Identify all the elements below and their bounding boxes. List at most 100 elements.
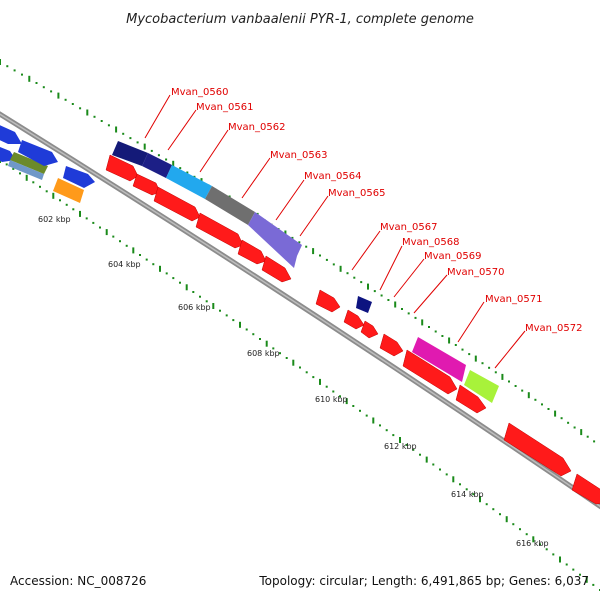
- gene-label-0561[interactable]: Mvan_0561: [196, 102, 253, 113]
- gc-dot: [573, 426, 576, 429]
- gc-dot: [92, 221, 95, 224]
- gc-dot: [165, 272, 168, 275]
- gene-label-0569[interactable]: Mvan_0569: [424, 251, 481, 262]
- cds-11[interactable]: [402, 349, 458, 395]
- gene-block-navy-2[interactable]: [142, 153, 172, 178]
- gene-label-0562[interactable]: Mvan_0562: [228, 122, 285, 133]
- tick-label-604: 604 kbp: [108, 260, 141, 269]
- gene-block-gray[interactable]: [205, 186, 255, 225]
- cds-3[interactable]: [153, 186, 201, 222]
- gc-dot: [454, 344, 457, 346]
- gc-dot: [346, 272, 349, 275]
- gene-label-0563[interactable]: Mvan_0563: [270, 150, 327, 161]
- gc-dot: [586, 435, 589, 438]
- gc-dot: [580, 429, 583, 436]
- gene-block-navy-small[interactable]: [356, 296, 372, 313]
- gc-dot: [12, 167, 15, 170]
- gene-label-0560[interactable]: Mvan_0560: [171, 87, 228, 98]
- gc-dot: [532, 536, 535, 543]
- gc-dot: [50, 90, 53, 93]
- gc-dot: [192, 291, 195, 293]
- gc-dot: [339, 265, 342, 272]
- gene-block-blue-left[interactable]: [0, 123, 22, 144]
- gc-dot: [359, 409, 361, 412]
- gene-block-blue-3[interactable]: [63, 166, 95, 188]
- gc-dot: [65, 203, 68, 206]
- gene-block-orange[interactable]: [53, 178, 84, 203]
- gc-dot: [488, 366, 491, 369]
- gene-block-olive[interactable]: [10, 152, 48, 174]
- gc-dot: [499, 513, 501, 516]
- gene-block-purple[interactable]: [248, 212, 302, 268]
- cds-2[interactable]: [132, 173, 161, 196]
- gc-dot: [122, 132, 125, 135]
- genome-summary: Topology: circular; Length: 6,491,865 bp…: [258, 574, 589, 588]
- gc-dot: [185, 284, 188, 291]
- gc-dot: [412, 448, 415, 451]
- gc-dot: [252, 333, 255, 336]
- cds-14[interactable]: [571, 473, 600, 505]
- gene-block-steel[interactable]: [8, 160, 44, 180]
- gc-dot: [414, 316, 417, 319]
- gc-dot: [152, 263, 155, 266]
- gc-dot: [332, 263, 335, 266]
- gene-label-0567[interactable]: Mvan_0567: [380, 222, 437, 233]
- gc-dot: [64, 98, 67, 101]
- gc-dot: [139, 254, 141, 256]
- gene-label-0565[interactable]: Mvan_0565: [328, 188, 385, 199]
- gc-dot: [279, 352, 281, 355]
- gc-dot: [407, 312, 410, 315]
- cds-13[interactable]: [503, 422, 572, 477]
- gene-block-magenta[interactable]: [412, 337, 466, 382]
- gene-block-cyan[interactable]: [166, 165, 212, 199]
- gc-dot: [136, 141, 139, 144]
- gene-label-0568[interactable]: Mvan_0568: [402, 237, 459, 248]
- tick-label-612: 612 kbp: [384, 442, 417, 451]
- gc-dot: [159, 265, 161, 272]
- cds-10[interactable]: [379, 333, 404, 357]
- gc-dot: [428, 326, 430, 328]
- gc-dot: [245, 328, 248, 331]
- gene-labels: Mvan_0560 Mvan_0561 Mvan_0562 Mvan_0563 …: [171, 87, 582, 334]
- gc-dot: [39, 185, 41, 188]
- gc-dot: [129, 137, 132, 140]
- gc-dot: [299, 366, 301, 369]
- cds-12[interactable]: [455, 384, 487, 414]
- gc-dot: [545, 548, 548, 551]
- gene-block-lime[interactable]: [464, 370, 499, 403]
- gc-dot: [325, 385, 328, 388]
- gene-label-0572[interactable]: Mvan_0572: [525, 323, 582, 334]
- gc-dot: [567, 421, 570, 424]
- gc-dot: [439, 468, 441, 471]
- gene-label-0570[interactable]: Mvan_0570: [447, 267, 504, 278]
- gene-label-0564[interactable]: Mvan_0564: [304, 171, 361, 182]
- gene-label-0571[interactable]: Mvan_0571: [485, 294, 542, 305]
- gc-dot: [100, 120, 103, 122]
- cds-8[interactable]: [343, 309, 365, 330]
- gc-dot: [5, 163, 8, 166]
- cds-9[interactable]: [360, 320, 379, 339]
- gc-dot: [71, 103, 74, 105]
- gc-dot: [547, 408, 550, 410]
- gc-dot: [461, 348, 464, 351]
- gc-dot: [115, 126, 118, 133]
- cds-6[interactable]: [261, 255, 292, 283]
- gene-block-navy[interactable]: [112, 141, 148, 166]
- gc-dot: [559, 556, 561, 563]
- gc-dot: [172, 160, 175, 167]
- gc-dot: [45, 190, 48, 193]
- gc-dot: [25, 174, 28, 181]
- gc-dot: [105, 229, 108, 236]
- gc-dot: [514, 385, 517, 387]
- gc-dot: [212, 303, 215, 309]
- cds-5[interactable]: [237, 239, 267, 265]
- gc-dot: [505, 516, 508, 523]
- gc-dot: [405, 443, 408, 446]
- gc-dot: [385, 429, 388, 432]
- gc-dot: [143, 143, 146, 150]
- cds-1[interactable]: [105, 154, 139, 182]
- cds-7[interactable]: [315, 289, 341, 313]
- gene-block-blue-2[interactable]: [18, 140, 58, 166]
- forward-strand-genes: [0, 123, 499, 403]
- cds-4[interactable]: [195, 212, 244, 249]
